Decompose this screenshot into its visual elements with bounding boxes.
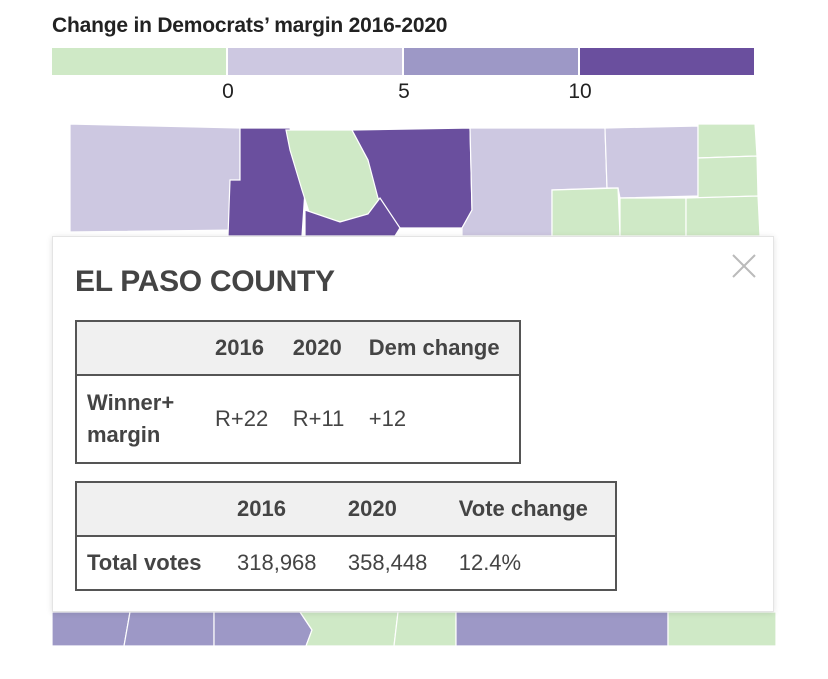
margin-row-label-line2: margin (87, 422, 161, 447)
county-archuleta[interactable] (213, 611, 313, 647)
margin-2020-value: R+11 (292, 406, 345, 431)
votes-2016-value: 318,968 (237, 550, 317, 575)
vote-change-value: 12.4% (458, 550, 522, 575)
county-conejos[interactable] (298, 611, 399, 647)
votes-table: 2016 2020 Vote change Total votes 318,96… (75, 481, 617, 591)
legend-tick-0: 0 (222, 80, 234, 103)
county-phillips[interactable] (697, 155, 759, 199)
votes-2020-value: 358,448 (347, 550, 428, 575)
county-moffat[interactable] (69, 123, 241, 233)
county-yuma[interactable] (685, 195, 761, 237)
dem-change-value: +12 (368, 406, 407, 431)
county-sedgwick[interactable] (697, 123, 758, 159)
margin-table-row: Winner+ margin R+22 R+11 +12 (76, 375, 520, 463)
votes-header-vote-change: Vote change (448, 482, 616, 536)
legend-swatch-5-10 (404, 48, 578, 75)
legend-tick-5: 5 (398, 80, 410, 103)
county-name: EL PASO COUNTY (75, 265, 335, 298)
votes-header-2016: 2016 (227, 482, 338, 536)
votes-row-label: Total votes (87, 550, 202, 575)
margin-header-2020: 2020 (282, 321, 359, 375)
county-baca[interactable] (667, 611, 777, 647)
county-logan[interactable] (604, 125, 699, 199)
county-tooltip: EL PASO COUNTY 2016 2020 Dem change Winn… (52, 236, 774, 612)
county-washington[interactable] (619, 197, 687, 237)
margin-2016-value: R+22 (215, 406, 269, 431)
legend-tick-10: 10 (568, 80, 592, 103)
votes-table-row: Total votes 318,968 358,448 12.4% (76, 536, 616, 590)
margin-header-blank (76, 321, 205, 375)
color-legend (52, 48, 754, 76)
legend-swatch-above-10 (580, 48, 754, 75)
county-montezuma[interactable] (51, 611, 131, 647)
close-icon[interactable] (729, 251, 759, 281)
chart-title: Change in Democrats’ margin 2016-2020 (52, 14, 448, 37)
county-costilla[interactable] (393, 611, 457, 647)
legend-swatch-0-5 (228, 48, 402, 75)
county-shapes (51, 123, 777, 647)
margin-row-label-line1: Winner+ (87, 390, 175, 415)
county-las-animas[interactable] (455, 611, 669, 647)
votes-header-2020: 2020 (337, 482, 449, 536)
margin-header-dem-change: Dem change (358, 321, 520, 375)
margin-table: 2016 2020 Dem change Winner+ margin R+22… (75, 320, 521, 464)
margin-table-header: 2016 2020 Dem change (76, 321, 520, 375)
votes-header-blank (76, 482, 227, 536)
county-morgan[interactable] (551, 187, 621, 237)
margin-header-2016: 2016 (205, 321, 283, 375)
margin-row-label: Winner+ margin (76, 375, 205, 463)
legend-swatch-below-0 (52, 48, 226, 75)
votes-table-header: 2016 2020 Vote change (76, 482, 616, 536)
county-la-plata[interactable] (123, 611, 215, 647)
